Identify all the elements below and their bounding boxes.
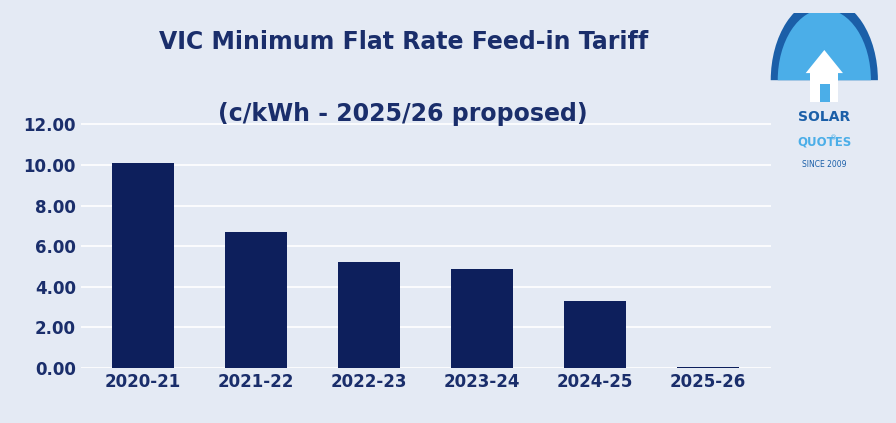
Bar [225, 232, 287, 368]
Text: SOLAR: SOLAR [798, 110, 850, 124]
Bar [112, 163, 174, 368]
Bar [677, 367, 739, 368]
Bar [810, 73, 839, 102]
Bar [564, 301, 626, 368]
Text: QUOTES: QUOTES [797, 135, 851, 148]
Bar [820, 84, 831, 102]
Wedge shape [778, 9, 871, 80]
Text: ®: ® [830, 135, 837, 141]
Text: (c/kWh - 2025/26 proposed): (c/kWh - 2025/26 proposed) [219, 102, 588, 126]
Polygon shape [806, 50, 843, 73]
Bar [451, 269, 513, 368]
Text: SINCE 2009: SINCE 2009 [802, 160, 847, 169]
Text: VIC Minimum Flat Rate Feed-in Tariff: VIC Minimum Flat Rate Feed-in Tariff [159, 30, 648, 54]
Bar [338, 262, 401, 368]
Wedge shape [771, 0, 878, 80]
